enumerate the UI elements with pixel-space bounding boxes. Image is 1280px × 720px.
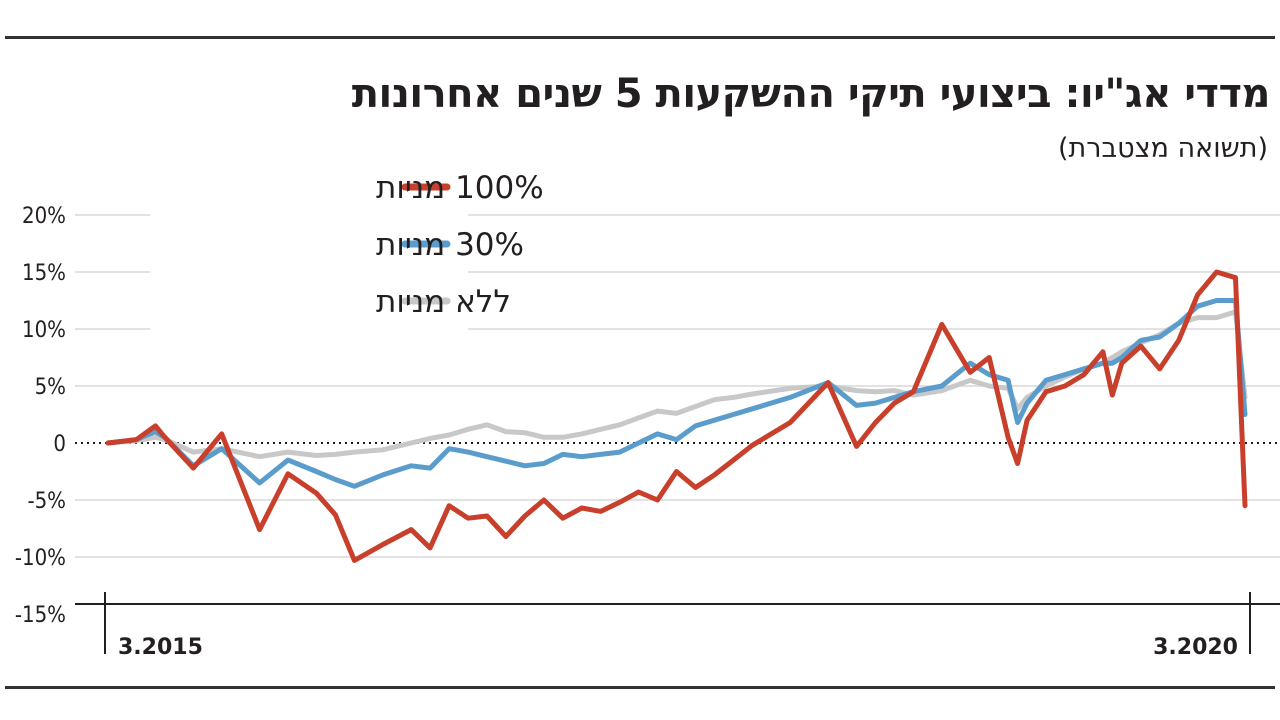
y-tick-label: 15% (22, 261, 66, 286)
chart-title: מדדי אג"יו: ביצועי תיקי ההשקעות 5 שנים א… (351, 71, 1271, 117)
legend-label-2: ללא מניות (376, 284, 511, 320)
legend-label-1: 30% מניות (376, 227, 524, 263)
series-line-2 (105, 309, 1248, 460)
chart-subtitle: (תשואה מצטברת) (1057, 133, 1268, 164)
x-start-label: 3.2015 (118, 635, 203, 660)
series-lines (105, 269, 1248, 563)
top-rule (5, 36, 1275, 39)
series-line-0 (105, 269, 1248, 563)
x-end-label: 3.2020 (1153, 635, 1238, 660)
axes: 20% 15% 10% 5% 0 -5% -10% -15% 3.2015 3.2020 (15, 204, 1280, 660)
series-line-1 (105, 298, 1248, 489)
y-tick-label: 20% (22, 204, 66, 229)
legend-label-0: 100% מניות (376, 170, 544, 206)
y-tick-label: 5% (35, 375, 66, 400)
y-tick-label: 10% (22, 318, 66, 343)
y-tick-label: 0 (53, 432, 66, 457)
bottom-rule (5, 686, 1275, 689)
y-tick-label: -15% (15, 603, 66, 628)
y-tick-label: -10% (15, 546, 66, 571)
y-tick-label: -5% (27, 489, 66, 514)
legend: 100% מניות 30% מניות ללא מניות (150, 158, 544, 330)
